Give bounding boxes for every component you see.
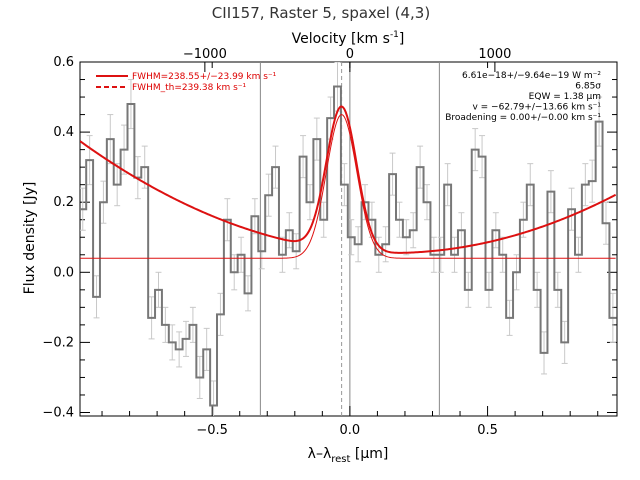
y-tick-label-5: 0.6 [53, 55, 74, 70]
y-tick-label-4: 0.4 [53, 125, 74, 140]
top-tick-label-1: 0 [346, 47, 354, 62]
chart-title: CII157, Raster 5, spaxel (4,3) [212, 4, 430, 22]
y-axis-label: Flux density [Jy] [22, 182, 38, 295]
top-axis-label: Velocity [km s-1] [292, 30, 405, 47]
legend-label-1: FWHM_th=239.38 km s⁻¹ [132, 83, 247, 93]
y-tick-label-0: −0.4 [42, 405, 74, 420]
x-tick-label-2: 0.5 [477, 423, 498, 438]
top-tick-label-0: −1000 [183, 47, 227, 62]
annotation-4: Broadening = 0.00+/−0.00 km s⁻¹ [445, 113, 601, 123]
plot-frame [79, 61, 618, 417]
y-tick-label-2: 0.0 [53, 265, 74, 280]
y-tick-label-1: −0.2 [42, 335, 74, 350]
annotation-3: v = −62.79+/−13.66 km s⁻¹ [472, 103, 601, 113]
annotation-2: EQW = 1.38 μm [529, 92, 601, 102]
spectrum-step-line [80, 85, 617, 407]
fit-gaussian-line [80, 114, 616, 259]
annotation-1: 6.85σ [575, 82, 601, 92]
y-tick-label-3: 0.2 [53, 195, 74, 210]
annotation-0: 6.61e−18+/−9.64e−19 W m⁻² [462, 71, 601, 81]
fit-total-line [80, 105, 617, 254]
plot-area: −0.5 0.0 0.5 −1000 0 1000 −0.4 −0.2 0.0 0.2 0.4 0.6… [42, 47, 618, 438]
x-tick-label-1: 0.0 [340, 423, 361, 438]
top-tick-label-2: 1000 [478, 47, 511, 62]
legend-label-0: FWHM=238.55+/−23.99 km s⁻¹ [132, 72, 277, 82]
x-axis-label: λ–λrest [μm] [308, 446, 389, 465]
x-tick-label-0: −0.5 [196, 423, 228, 438]
